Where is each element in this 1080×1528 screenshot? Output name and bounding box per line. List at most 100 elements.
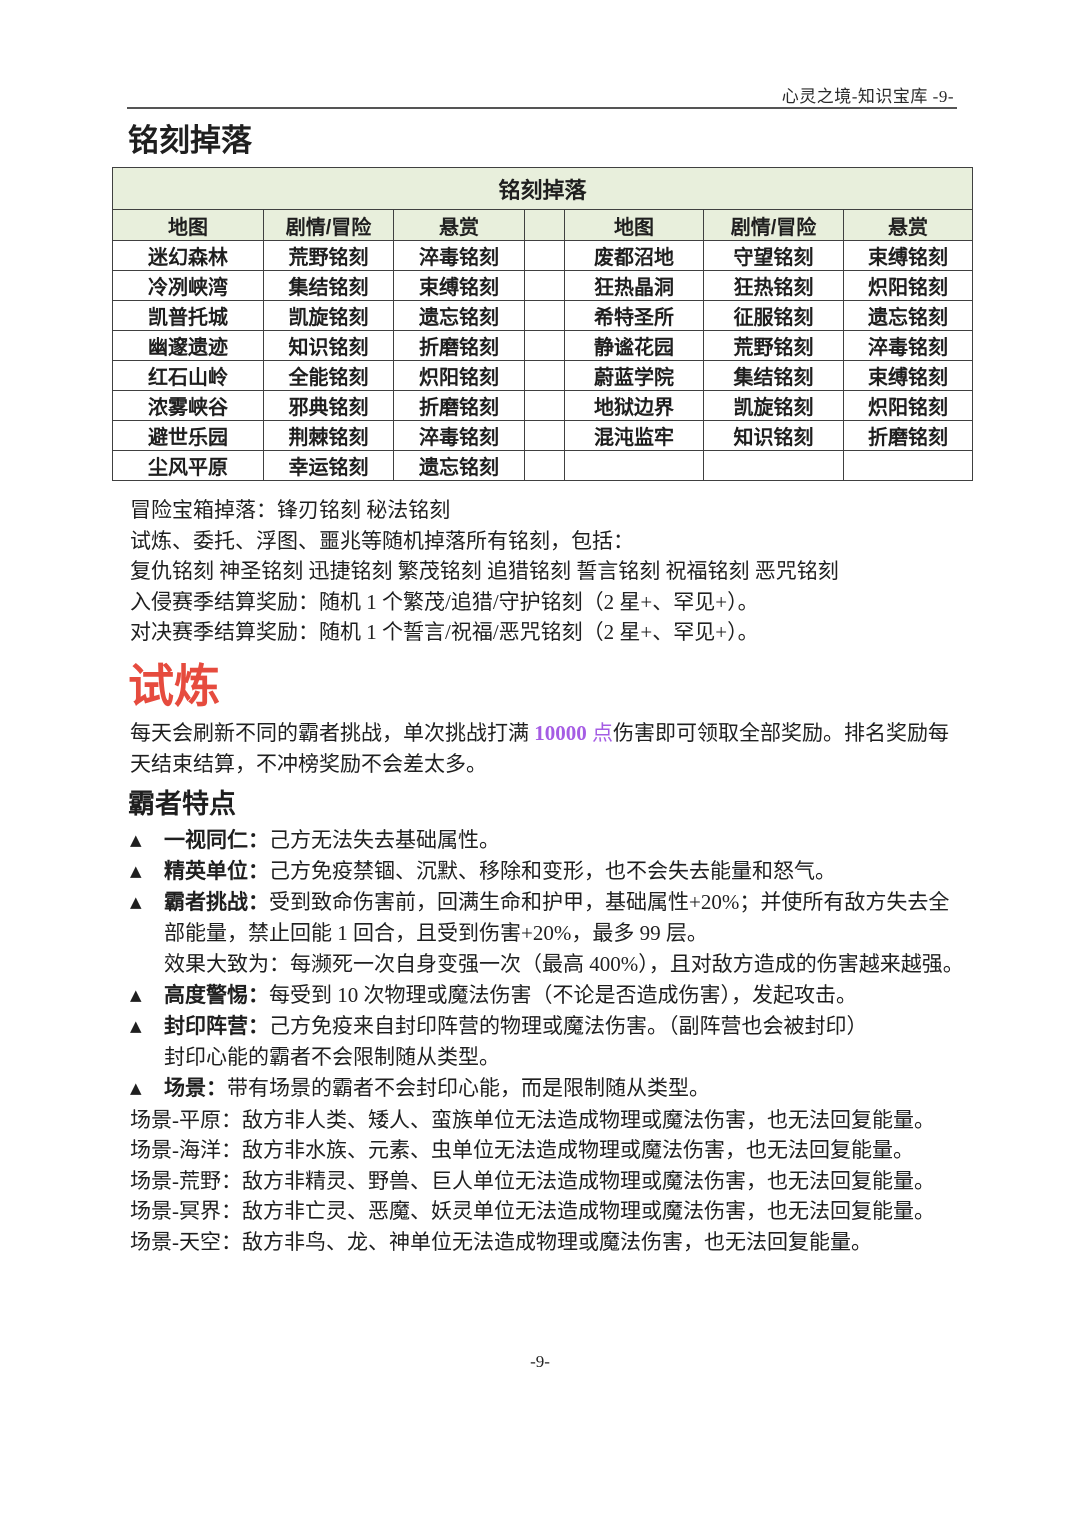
- table-column-header: 悬赏: [842, 209, 974, 242]
- table-cell: 邪典铭刻: [263, 390, 394, 422]
- table-cell: 遗忘铭刻: [393, 450, 525, 482]
- table-column-header: 地图: [112, 209, 264, 242]
- table-cell: [524, 360, 565, 392]
- note-line: 冒险宝箱掉落：锋刃铭刻 秘法铭刻: [130, 498, 451, 523]
- table-row: 红石山岭 全能铭刻 炽阳铭刻 蔚蓝学院 集结铭刻 束缚铭刻: [112, 360, 974, 392]
- table-cell: 狂热铭刻: [703, 270, 844, 302]
- note-line: 复仇铭刻 神圣铭刻 迅捷铭刻 繁茂铭刻 追猎铭刻 誓言铭刻 祝福铭刻 恶咒铭刻: [130, 559, 839, 584]
- table-cell: 炽阳铭刻: [842, 270, 974, 302]
- table-cell: 蔚蓝学院: [564, 360, 704, 392]
- table-column-header: 悬赏: [393, 209, 525, 242]
- header-rule: [127, 107, 957, 109]
- bullet-text: 己方免疫来自封印阵营的物理或魔法伤害。（副阵营也会被封印）: [269, 1013, 868, 1038]
- table-title: 铭刻掉落: [111, 167, 974, 211]
- bullet-item: ▲ 一视同仁：己方无法失去基础属性。: [130, 825, 970, 856]
- triangle-bullet-icon: ▲: [130, 985, 142, 1004]
- table-cell: 淬毒铭刻: [393, 240, 525, 272]
- bullet-label: 场景：: [164, 1076, 227, 1100]
- table-row: 凯普托城 凯旋铭刻 遗忘铭刻 希特圣所 征服铭刻 遗忘铭刻: [112, 300, 974, 332]
- triangle-bullet-icon: ▲: [130, 892, 142, 911]
- table-cell: 幽邃遗迹: [112, 330, 264, 362]
- table-column-header: 地图: [564, 209, 704, 242]
- table-cell: 束缚铭刻: [842, 240, 974, 272]
- scene-line: 场景-天空：敌方非鸟、龙、神单位无法造成物理或魔法伤害，也无法回复能量。: [130, 1229, 872, 1254]
- table-cell: 幸运铭刻: [263, 450, 394, 482]
- bullet-label: 一视同仁：: [164, 828, 269, 852]
- table-cell: 荒野铭刻: [263, 240, 394, 272]
- bullet-label: 精英单位：: [164, 859, 269, 883]
- triangle-bullet-icon: ▲: [130, 861, 142, 880]
- bullet-text: 受到致命伤害前，回满生命和护甲，基础属性+20%；并使所有敌方失去全部能量，禁止…: [164, 889, 950, 945]
- trial-intro-paragraph: 每天会刷新不同的霸者挑战，单次挑战打满 10000 点伤害即可领取全部奖励。排名…: [130, 718, 964, 780]
- table-cell: 淬毒铭刻: [393, 420, 525, 452]
- table-cell: [524, 420, 565, 452]
- table-cell: 混沌监牢: [564, 420, 704, 452]
- table-cell: [564, 450, 704, 482]
- table-column-header: 剧情/冒险: [263, 209, 394, 242]
- trial-section-title: 试炼: [128, 660, 220, 712]
- bullet-item: ▲ 高度警惕：每受到 10 次物理或魔法伤害（不论是否造成伤害），发起攻击。: [130, 980, 970, 1011]
- scene-line: 场景-冥界：敌方非亡灵、恶魔、妖灵单位无法造成物理或魔法伤害，也无法回复能量。: [130, 1199, 935, 1224]
- scene-line: 场景-荒野：敌方非精灵、野兽、巨人单位无法造成物理或魔法伤害，也无法回复能量。: [130, 1168, 935, 1193]
- bullet-text: 己方免疫禁锢、沉默、移除和变形，也不会失去能量和怒气。: [269, 858, 836, 883]
- bullet-text: 带有场景的霸者不会封印心能，而是限制随从类型。: [227, 1075, 710, 1100]
- table-row: 避世乐园 荆棘铭刻 淬毒铭刻 混沌监牢 知识铭刻 折磨铭刻: [112, 420, 974, 452]
- inscription-section-title: 铭刻掉落: [128, 123, 252, 158]
- boss-traits-list: ▲ 一视同仁：己方无法失去基础属性。 ▲ 精英单位：己方免疫禁锢、沉默、移除和变形，也…: [130, 825, 970, 1104]
- table-cell: 集结铭刻: [703, 360, 844, 392]
- triangle-bullet-icon: ▲: [130, 1078, 142, 1097]
- bullet-item: ▲ 精英单位：己方免疫禁锢、沉默、移除和变形，也不会失去能量和怒气。: [130, 856, 970, 887]
- table-cell: 守望铭刻: [703, 240, 844, 272]
- table-row: 浓雾峡谷 邪典铭刻 折磨铭刻 地狱边界 凯旋铭刻 炽阳铭刻: [112, 390, 974, 422]
- triangle-bullet-icon: ▲: [130, 1016, 142, 1035]
- table-cell: 废都沼地: [564, 240, 704, 272]
- table-cell: 束缚铭刻: [393, 270, 525, 302]
- inscription-notes: 冒险宝箱掉落：锋刃铭刻 秘法铭刻试炼、委托、浮图、噩兆等随机掉落所有铭刻，包括：…: [130, 495, 970, 648]
- bullet-label: 霸者挑战：: [164, 890, 269, 914]
- table-cell: 炽阳铭刻: [842, 390, 974, 422]
- table-cell: 折磨铭刻: [842, 420, 974, 452]
- table-cell: 炽阳铭刻: [393, 360, 525, 392]
- table-cell: 折磨铭刻: [393, 330, 525, 362]
- table-cell: 全能铭刻: [263, 360, 394, 392]
- table-row: 迷幻森林 荒野铭刻 淬毒铭刻 废都沼地 守望铭刻 束缚铭刻: [112, 240, 974, 272]
- table-cell: 荒野铭刻: [703, 330, 844, 362]
- table-cell: 知识铭刻: [263, 330, 394, 362]
- scene-line: 场景-海洋：敌方非水族、元素、虫单位无法造成物理或魔法伤害，也无法回复能量。: [130, 1138, 914, 1163]
- table-column-header: [524, 209, 565, 242]
- page-content: 铭刻掉落 铭刻掉落 地图 剧情/冒险 悬赏 地图 剧情/冒险 悬赏 迷幻森林 荒野铭刻 淬毒铭刻废…: [111, 122, 974, 1257]
- bullet-item: ▲ 霸者挑战：受到致命伤害前，回满生命和护甲，基础属性+20%；并使所有敌方失去全…: [130, 887, 970, 980]
- table-cell: 浓雾峡谷: [112, 390, 264, 422]
- scene-line: 场景-平原：敌方非人类、矮人、蛮族单位无法造成物理或魔法伤害，也无法回复能量。: [130, 1107, 935, 1132]
- boss-traits-subtitle: 霸者特点: [128, 789, 236, 820]
- table-cell: 凯旋铭刻: [703, 390, 844, 422]
- triangle-bullet-icon: ▲: [130, 830, 142, 849]
- table-cell: [842, 450, 974, 482]
- table-cell: 凯普托城: [112, 300, 264, 332]
- damage-threshold-value: 10000: [534, 721, 587, 746]
- table-cell: 希特圣所: [564, 300, 704, 332]
- table-cell: 知识铭刻: [703, 420, 844, 452]
- inscription-drops-table: 铭刻掉落 地图 剧情/冒险 悬赏 地图 剧情/冒险 悬赏 迷幻森林 荒野铭刻 淬毒铭刻 废都沼地 守望…: [111, 167, 974, 482]
- note-line: 试炼、委托、浮图、噩兆等随机掉落所有铭刻，包括：: [130, 528, 634, 553]
- table-cell: 束缚铭刻: [842, 360, 974, 392]
- table-cell: 避世乐园: [112, 420, 264, 452]
- bullet-text: 每受到 10 次物理或魔法伤害（不论是否造成伤害），发起攻击。: [269, 982, 857, 1007]
- table-row: 冷冽峡湾 集结铭刻 束缚铭刻 狂热晶洞 狂热铭刻 炽阳铭刻: [112, 270, 974, 302]
- table-cell: 静谧花园: [564, 330, 704, 362]
- intro-text-before: 每天会刷新不同的霸者挑战，单次挑战打满: [130, 721, 535, 746]
- damage-threshold-unit: 点: [586, 721, 613, 746]
- table-cell: 狂热晶洞: [564, 270, 704, 302]
- table-cell: 地狱边界: [564, 390, 704, 422]
- table-column-header: 剧情/冒险: [703, 209, 844, 242]
- table-cell: 遗忘铭刻: [393, 300, 525, 332]
- bullet-label: 高度警惕：: [164, 983, 269, 1007]
- bullet-text: 己方无法失去基础属性。: [269, 827, 500, 852]
- page-header-text: 心灵之境-知识宝库 -9-: [781, 87, 954, 106]
- table-row: 尘风平原 幸运铭刻 遗忘铭刻: [112, 450, 974, 482]
- table-cell: [524, 330, 565, 362]
- table-cell: 征服铭刻: [703, 300, 844, 332]
- table-row: 幽邃遗迹 知识铭刻 折磨铭刻 静谧花园 荒野铭刻 淬毒铭刻: [112, 330, 974, 362]
- bullet-item: ▲ 场景：带有场景的霸者不会封印心能，而是限制随从类型。: [130, 1073, 970, 1104]
- table-cell: [524, 300, 565, 332]
